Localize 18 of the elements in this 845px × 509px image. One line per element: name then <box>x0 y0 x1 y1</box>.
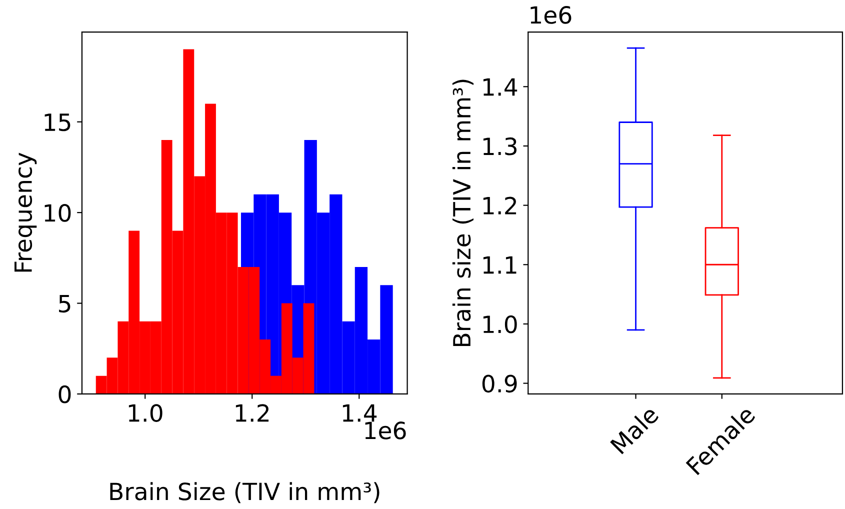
y-tick-label: 1.2 <box>483 196 516 214</box>
y-tick-label: 0 <box>58 385 71 404</box>
y-axis-title: Brain size (TIV in mm³) <box>452 80 474 346</box>
y-tick-label: 1.4 <box>483 78 518 96</box>
y-tick-label: 5 <box>59 295 70 313</box>
y-axis-title: Frequency <box>14 152 37 272</box>
x-axis-title: Brain Size (TIV in mm³) <box>110 482 380 504</box>
y-tick-label: 10 <box>44 204 71 222</box>
text: 1e6 <box>365 422 406 440</box>
y-tick-label: 0.9 <box>482 374 517 393</box>
y-tick-label: 1.0 <box>483 315 517 334</box>
x-tick-label: 1.0 <box>128 404 162 422</box>
x-tick-label: 1.4 <box>342 404 377 422</box>
text: 1e6 <box>530 6 572 24</box>
y-tick-label: 1.1 <box>483 256 516 274</box>
y-tick-label: 15 <box>44 114 70 132</box>
y-tick-label: 1.3 <box>483 137 517 156</box>
x-tick-label: 1.2 <box>236 404 269 422</box>
